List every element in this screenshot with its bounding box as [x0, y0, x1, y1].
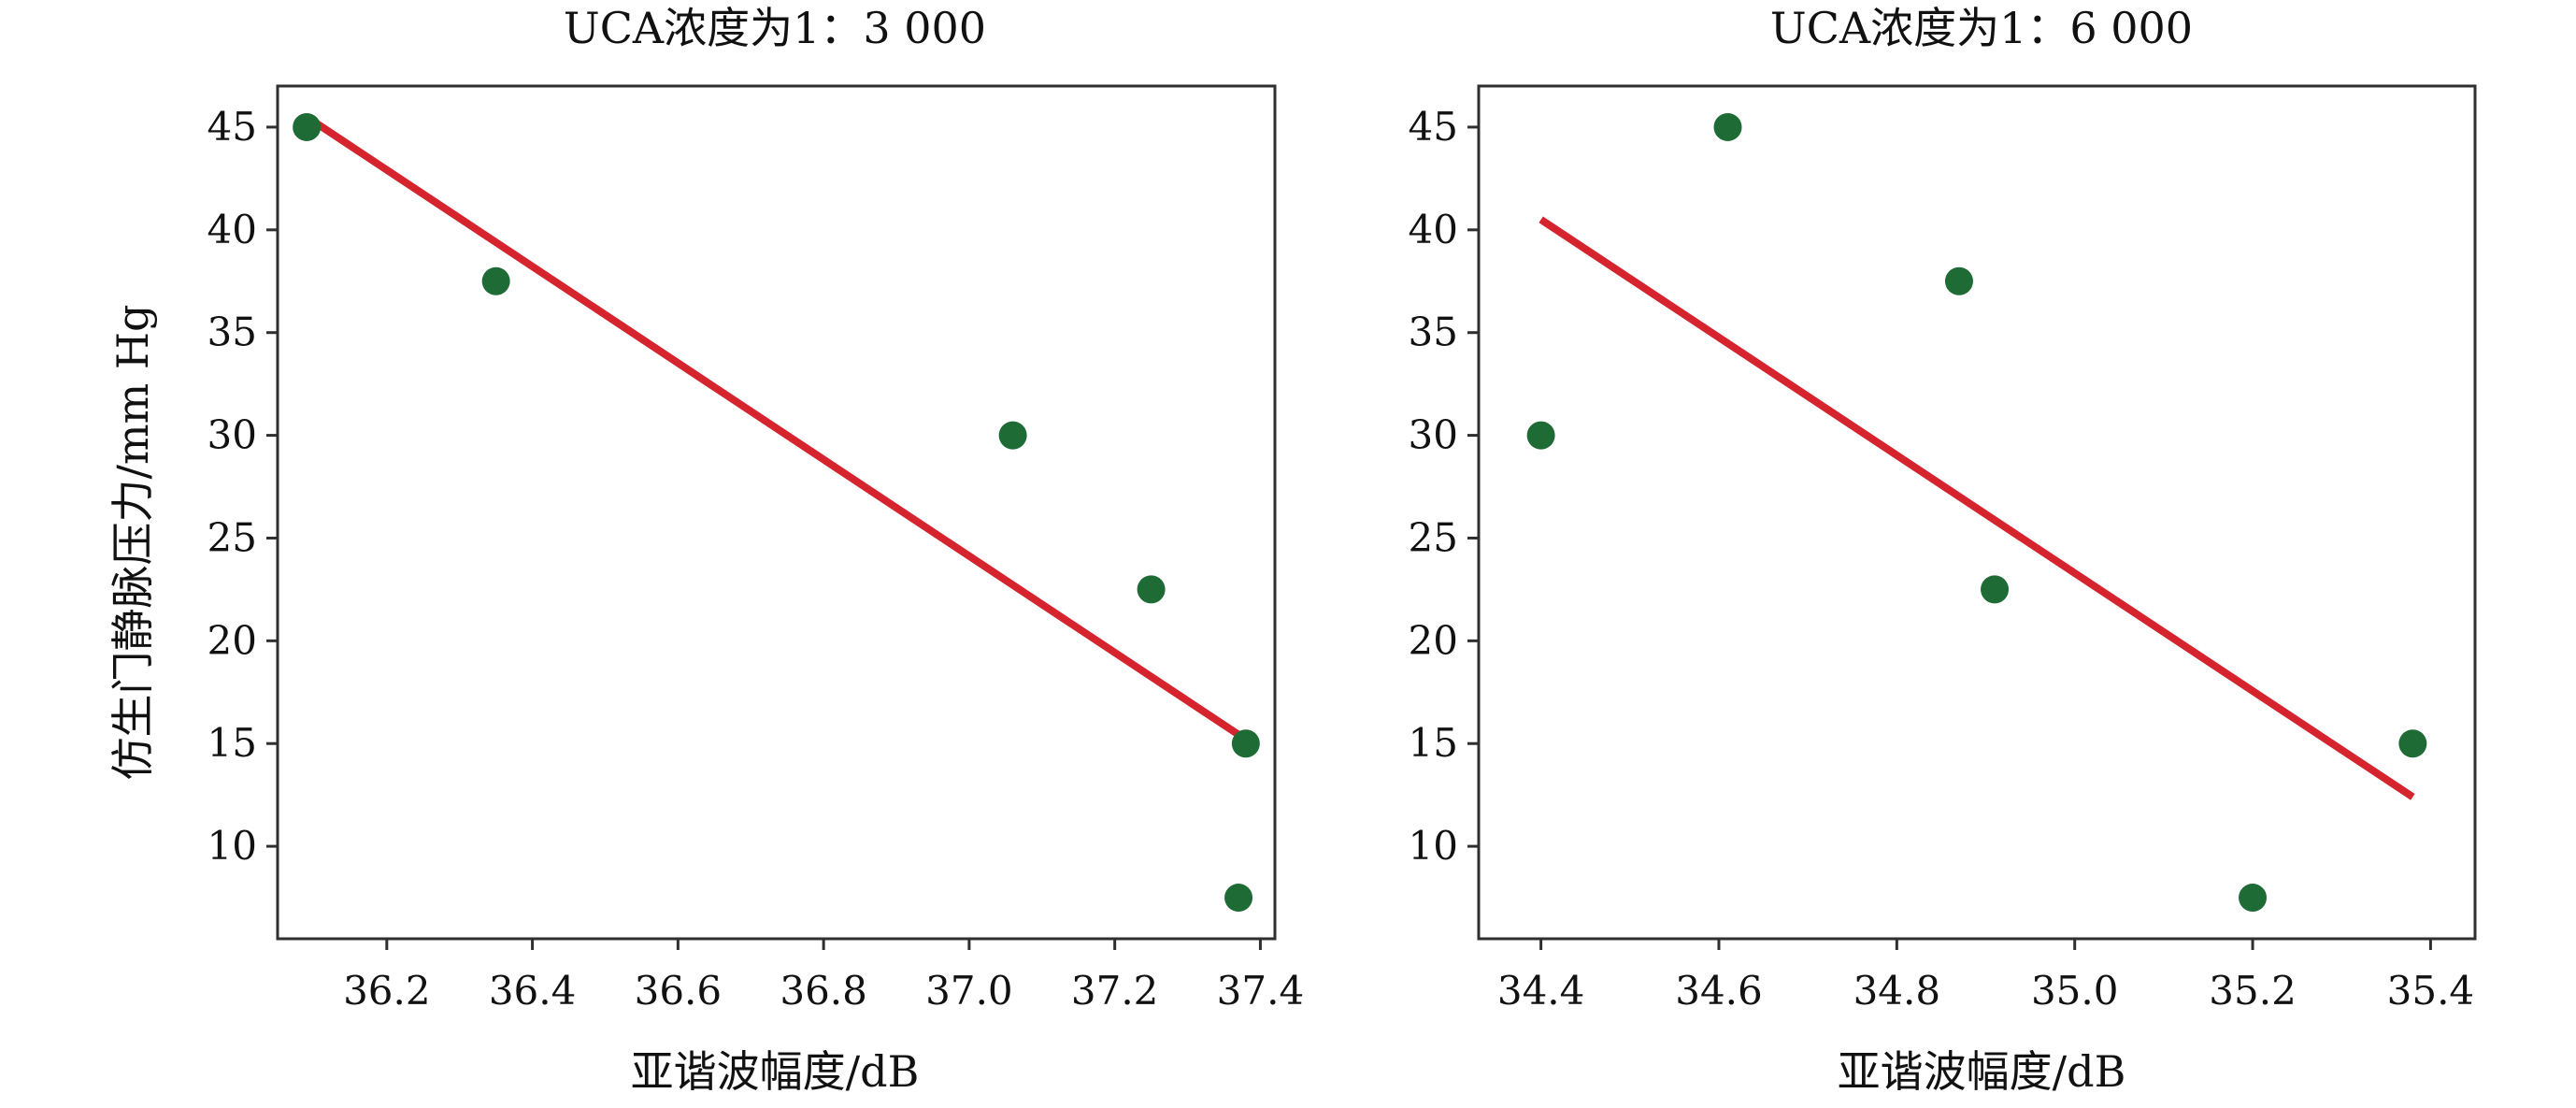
y-tick-label: 35: [208, 309, 257, 355]
data-points-layer: [1526, 112, 2427, 913]
y-tick-label: 35: [1409, 309, 1458, 355]
y-tick-label: 40: [208, 207, 257, 252]
y-tick-label: 25: [1409, 514, 1458, 560]
data-point: [1981, 575, 2010, 604]
fit-line: [304, 113, 1249, 743]
data-point: [1137, 575, 1166, 604]
plot-area-frame: [1477, 84, 2477, 941]
data-point: [2398, 729, 2427, 758]
y-tick-label: 15: [1409, 720, 1458, 766]
x-tick-label: 36.4: [489, 968, 577, 1014]
chart-title: UCA浓度为1：3 000: [564, 3, 986, 53]
x-axis-ticks: 36.2 36.4 36.6 36.8 37.0 37.2 37.4: [343, 939, 1304, 1014]
y-tick-label: 10: [208, 823, 257, 869]
y-axis-ticks: 10 15 20 25 30 35 40 45: [208, 104, 278, 869]
y-tick-label: 30: [208, 412, 257, 458]
x-axis-label: 亚谐波幅度/dB: [1838, 1046, 2126, 1097]
chart-panel-2: UCA浓度为1：6 000 34.4 34.6 34.8 35.0 35.2 35.4 1…: [1409, 3, 2477, 1097]
x-tick-label: 35.4: [2387, 968, 2475, 1014]
y-axis-ticks: 10 15 20 25 30 35 40 45: [1409, 104, 1479, 869]
x-tick-label: 37.2: [1071, 968, 1159, 1014]
fit-line-layer: [304, 113, 1249, 743]
data-point: [1224, 884, 1253, 913]
y-tick-label: 45: [1409, 104, 1458, 150]
plot-area-frame: [276, 84, 1277, 941]
data-point: [1944, 266, 1973, 295]
chart-title: UCA浓度为1：6 000: [1770, 3, 2193, 53]
data-point: [481, 266, 510, 295]
data-point: [1526, 421, 1555, 450]
y-axis-label: 仿生门静脉压力/mm Hg: [107, 305, 158, 781]
data-point: [1713, 112, 1742, 141]
x-tick-label: 34.8: [1853, 968, 1941, 1014]
fit-line-layer: [1538, 216, 2415, 800]
y-tick-label: 20: [208, 617, 257, 663]
data-point: [1231, 729, 1260, 758]
x-tick-label: 34.6: [1675, 968, 1763, 1014]
y-tick-label: 40: [1409, 207, 1458, 252]
x-tick-label: 36.6: [635, 968, 723, 1014]
chart-panel-1: UCA浓度为1：3 000 36.2 36.4 36.6 36.8 37.0 37.2 37…: [208, 3, 1305, 1097]
data-points-layer: [293, 112, 1260, 913]
x-axis-label: 亚谐波幅度/dB: [631, 1046, 920, 1097]
data-point: [998, 421, 1027, 450]
x-tick-label: 34.4: [1497, 968, 1585, 1014]
x-tick-label: 35.2: [2209, 968, 2297, 1014]
x-tick-label: 36.2: [343, 968, 431, 1014]
x-axis-ticks: 34.4 34.6 34.8 35.0 35.2 35.4: [1497, 939, 2474, 1014]
x-tick-label: 37.4: [1217, 968, 1305, 1014]
y-tick-label: 20: [1409, 617, 1458, 663]
data-point: [293, 112, 322, 141]
y-tick-label: 30: [1409, 412, 1458, 458]
y-tick-label: 10: [1409, 823, 1458, 869]
x-tick-label: 35.0: [2031, 968, 2119, 1014]
fit-line: [1538, 216, 2415, 800]
x-tick-label: 36.8: [780, 968, 867, 1014]
y-tick-label: 15: [208, 720, 257, 766]
y-tick-label: 25: [208, 514, 257, 560]
x-tick-label: 37.0: [925, 968, 1013, 1014]
y-tick-label: 45: [208, 104, 257, 150]
data-point: [2239, 884, 2268, 913]
